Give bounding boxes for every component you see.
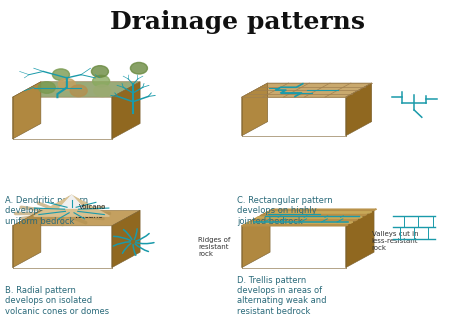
Polygon shape: [12, 82, 41, 139]
Polygon shape: [261, 214, 367, 215]
Circle shape: [53, 69, 70, 80]
Circle shape: [94, 85, 111, 97]
Polygon shape: [242, 83, 268, 136]
Text: C. Rectangular pattern
develops on highly
jointed bedrock: C. Rectangular pattern develops on highl…: [237, 196, 333, 226]
Polygon shape: [256, 217, 362, 218]
Polygon shape: [242, 210, 374, 226]
Text: Valleys cut in
less-resistant
rock: Valleys cut in less-resistant rock: [372, 231, 419, 251]
Text: Volcano: Volcano: [79, 203, 106, 210]
Circle shape: [92, 75, 109, 87]
Polygon shape: [12, 210, 140, 226]
Circle shape: [58, 78, 75, 90]
Text: Ridges of
resistant
rock: Ridges of resistant rock: [198, 237, 231, 257]
Polygon shape: [112, 210, 140, 268]
Text: B. Radial pattern
develops on isolated
volcanic cones or domes: B. Radial pattern develops on isolated v…: [5, 286, 109, 316]
Polygon shape: [242, 224, 348, 226]
Polygon shape: [251, 219, 357, 221]
Circle shape: [91, 66, 109, 77]
Circle shape: [70, 85, 87, 97]
Polygon shape: [112, 82, 140, 139]
Polygon shape: [242, 210, 270, 268]
Polygon shape: [34, 195, 109, 216]
Text: Volcano: Volcano: [74, 211, 104, 220]
Text: D. Trellis pattern
develops in areas of
alternating weak and
resistant bedrock: D. Trellis pattern develops in areas of …: [237, 276, 327, 316]
Polygon shape: [12, 82, 140, 97]
Polygon shape: [12, 210, 41, 268]
Polygon shape: [242, 83, 372, 97]
Text: Drainage patterns: Drainage patterns: [109, 10, 365, 34]
Polygon shape: [270, 209, 376, 210]
Polygon shape: [265, 212, 372, 213]
Text: A. Dendritic pattern
develops on relatively
uniform bedrock: A. Dendritic pattern develops on relativ…: [5, 196, 99, 226]
Polygon shape: [60, 195, 83, 208]
Circle shape: [130, 62, 147, 74]
Polygon shape: [346, 83, 372, 136]
Polygon shape: [346, 210, 374, 268]
Polygon shape: [246, 222, 353, 223]
Circle shape: [38, 82, 55, 93]
